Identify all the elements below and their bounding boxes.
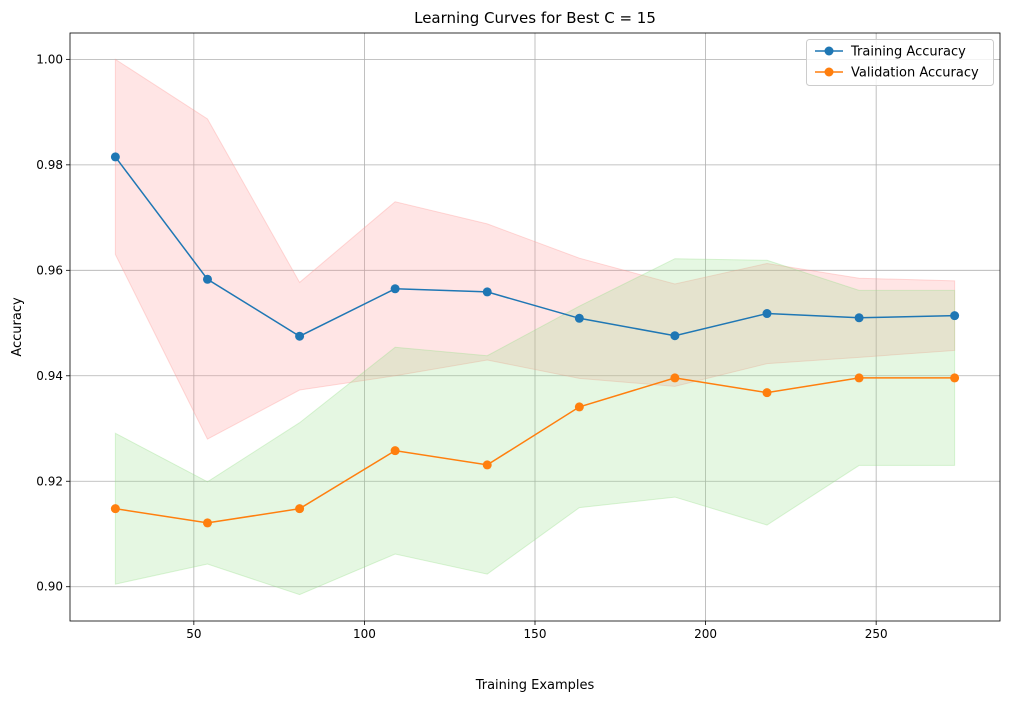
data-point-validation [574,402,584,412]
y-tick-label: 0.98 [36,158,63,172]
legend: Training Accuracy Validation Accuracy [806,39,994,86]
line-layer [110,152,960,528]
legend-marker-validation [824,67,834,77]
data-point-validation [482,460,492,470]
chart-title: Learning Curves for Best C = 15 [414,9,656,27]
data-point-training [482,287,492,297]
data-point-validation [670,373,680,383]
data-point-training [670,331,680,341]
data-point-validation [390,446,400,456]
data-point-validation [110,504,120,514]
data-point-training [854,313,864,323]
x-axis-label: Training Examples [475,678,595,693]
x-tick-label: 50 [186,627,201,641]
grid-layer [70,33,1000,621]
x-tick-label: 200 [694,627,717,641]
confidence-band-training [114,58,956,440]
band-layer [114,58,956,596]
data-point-validation [295,504,305,514]
data-point-training [295,331,305,341]
legend-label-validation: Validation Accuracy [851,66,979,81]
x-tick-label: 250 [865,627,888,641]
y-tick-label: 0.90 [36,580,63,594]
confidence-band-validation [114,258,956,596]
data-point-validation [202,518,212,528]
x-tick-label: 150 [524,627,547,641]
y-tick-label: 0.96 [36,263,63,277]
data-point-training [762,309,772,319]
data-point-validation [854,373,864,383]
tick-layer: 50 100 150 200 250 0.90 0.92 0.94 0.96 0.98 1.00 [36,52,887,641]
data-point-training [574,313,584,323]
legend-box [806,39,994,86]
x-tick-label: 100 [353,627,376,641]
data-point-training [202,274,212,284]
data-point-validation [950,373,960,383]
data-point-training [950,311,960,321]
y-tick-label: 1.00 [36,52,63,66]
series-line-validation [115,377,955,524]
data-point-validation [762,388,772,398]
data-point-training [110,152,120,162]
y-axis-label: Accuracy [10,297,25,357]
legend-label-training: Training Accuracy [850,45,966,60]
y-tick-label: 0.92 [36,474,63,488]
legend-marker-training [824,46,834,56]
series-line-training [114,156,955,338]
y-tick-label: 0.94 [36,369,63,383]
data-point-training [390,284,400,294]
